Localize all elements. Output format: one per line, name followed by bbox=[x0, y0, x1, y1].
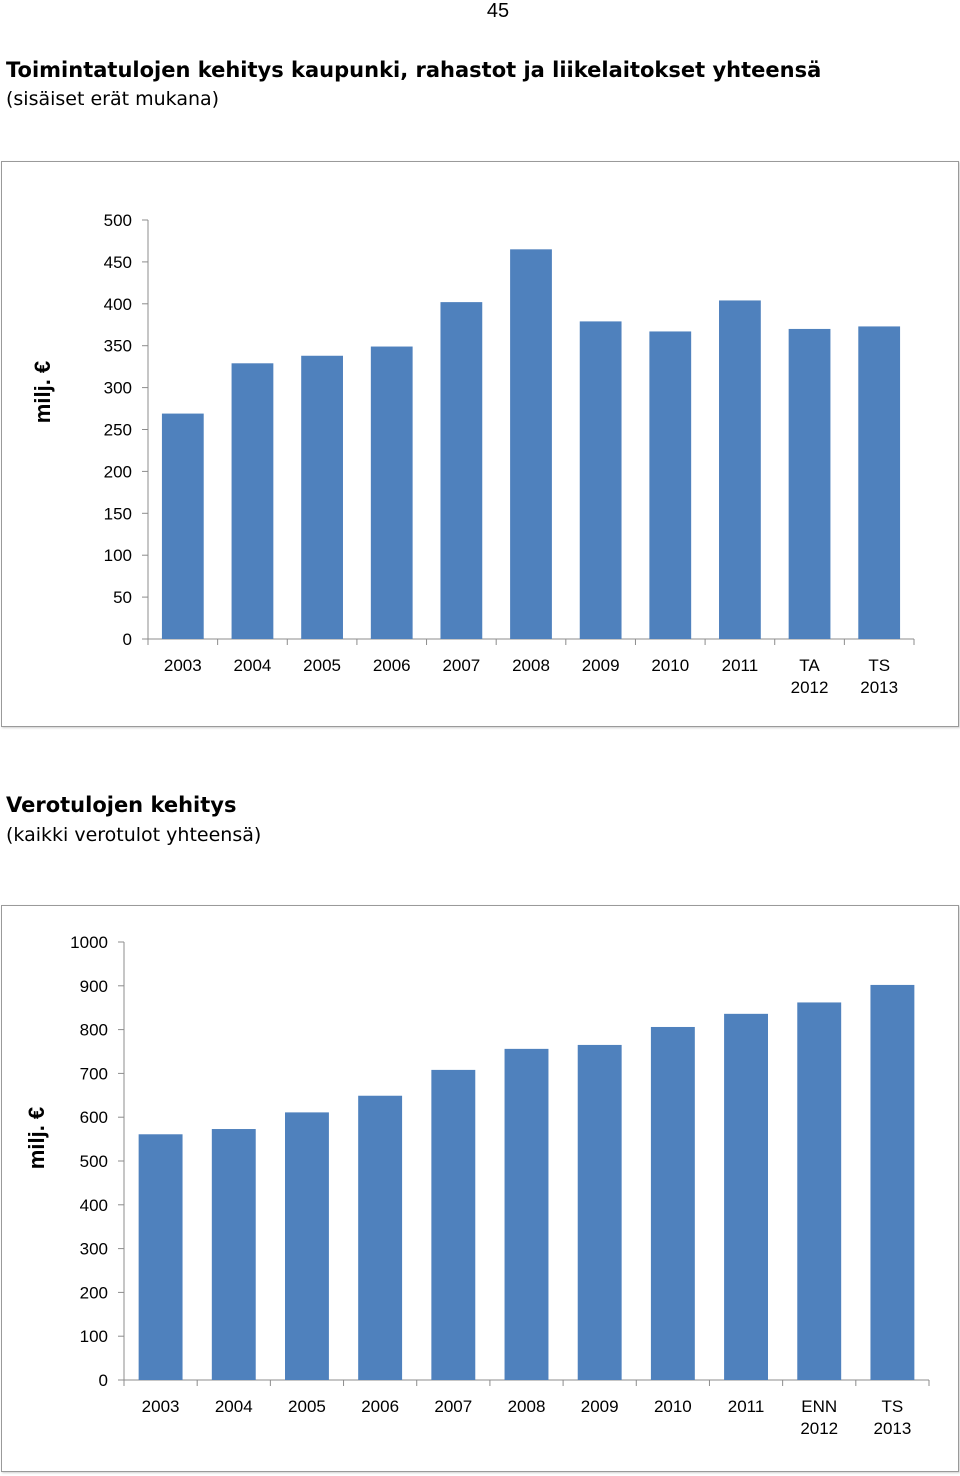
chart2-bar bbox=[431, 1069, 476, 1380]
chart1-bar bbox=[161, 413, 204, 639]
chart2-y-tick-label: 500 bbox=[80, 1152, 108, 1171]
chart1-y-tick-label: 250 bbox=[104, 421, 132, 440]
chart2-x-tick-label: 2011 bbox=[728, 1397, 765, 1416]
chart2-y-tick-label: 200 bbox=[80, 1283, 108, 1302]
chart2-x-tick-label: 2007 bbox=[434, 1397, 472, 1416]
chart2-frame: 0 100 200 300 400 500 600 700 800 900 1000 2003 2004… bbox=[1, 905, 959, 1472]
chart2-x-tick-label: TS bbox=[882, 1397, 904, 1416]
chart1-x-tick-label: 2007 bbox=[442, 656, 480, 675]
chart2-bar bbox=[285, 1112, 329, 1380]
chart1-x-tick-label: 2013 bbox=[860, 678, 898, 697]
chart2-bar bbox=[138, 1134, 183, 1380]
chart1-x-tick-label: 2008 bbox=[512, 656, 550, 675]
chart2-heading: Verotulojen kehitys bbox=[6, 793, 237, 817]
chart2-y-tick-label: 900 bbox=[80, 977, 108, 996]
page-number: 45 bbox=[486, 0, 510, 22]
chart2-bar bbox=[504, 1048, 549, 1380]
chart1-y-tick-label: 150 bbox=[104, 504, 132, 523]
chart2-bar bbox=[577, 1044, 622, 1380]
chart1-y-tick-label: 50 bbox=[113, 588, 132, 607]
chart1-y-tick-label: 400 bbox=[104, 295, 132, 314]
chart2-y-tick-label: 100 bbox=[80, 1327, 108, 1346]
chart1-bar bbox=[370, 346, 413, 639]
chart1-x-tick-label: 2012 bbox=[791, 678, 829, 697]
chart2-x-tick-label: 2005 bbox=[288, 1397, 326, 1416]
chart1-bar bbox=[649, 331, 692, 639]
chart1-x-tick-label: 2011 bbox=[722, 656, 759, 675]
chart2-x-tick-label: 2003 bbox=[142, 1397, 180, 1416]
chart1-bar bbox=[858, 326, 901, 639]
chart1-bar bbox=[579, 321, 622, 639]
chart1-x-tick-label: 2010 bbox=[651, 656, 689, 675]
chart1-plot: 0 50 100 150 200 250 300 350 400 450 500 2003 2004 20… bbox=[30, 211, 915, 697]
chart2-bar bbox=[870, 984, 915, 1380]
chart2-x-tick-label: 2012 bbox=[800, 1419, 838, 1438]
chart1-bar bbox=[231, 363, 274, 639]
chart2-y-tick-label: 600 bbox=[80, 1108, 108, 1127]
chart1-subheading: (sisäiset erät mukana) bbox=[6, 88, 220, 110]
chart2-bar bbox=[797, 1002, 842, 1380]
chart2-x-tick-label: 2013 bbox=[873, 1419, 911, 1438]
chart1-bar bbox=[510, 249, 552, 639]
chart1-x-tick-label: TA bbox=[799, 656, 820, 675]
chart2-bar bbox=[358, 1095, 403, 1380]
chart1-heading: Toimintatulojen kehitys kaupunki, rahast… bbox=[6, 58, 822, 82]
chart1-bar bbox=[719, 300, 761, 639]
chart1-y-tick-label: 500 bbox=[104, 211, 132, 230]
chart1-y-tick-label: 450 bbox=[104, 253, 132, 272]
chart2-plot: 0 100 200 300 400 500 600 700 800 900 1000 2003 2004… bbox=[24, 933, 930, 1438]
chart1-y-tick-label: 0 bbox=[123, 630, 132, 649]
chart2-bar bbox=[650, 1026, 695, 1380]
chart2-y-tick-label: 700 bbox=[80, 1064, 108, 1083]
chart1-bar bbox=[788, 328, 831, 639]
chart1-y-tick-label: 300 bbox=[104, 379, 132, 398]
chart2-x-tick-label: 2006 bbox=[361, 1397, 399, 1416]
chart1-x-tick-label: 2004 bbox=[234, 656, 272, 675]
chart1-y-tick-label: 100 bbox=[104, 546, 132, 565]
chart2-y-tick-label: 800 bbox=[80, 1021, 108, 1040]
chart1-bar bbox=[301, 355, 343, 639]
chart1-x-tick-label: 2003 bbox=[164, 656, 202, 675]
chart1-y-tick-label: 350 bbox=[104, 337, 132, 356]
chart2-x-tick-label: 2004 bbox=[215, 1397, 253, 1416]
chart2-y-axis-label: milj. € bbox=[24, 1107, 49, 1169]
chart1-x-tick-label: 2006 bbox=[373, 656, 411, 675]
chart1-frame: 0 50 100 150 200 250 300 350 400 450 500 2003 2004 20… bbox=[1, 161, 959, 727]
chart2-bar bbox=[724, 1013, 768, 1380]
chart2-y-tick-label: 1000 bbox=[70, 933, 108, 952]
chart1-x-tick-label: TS bbox=[868, 656, 890, 675]
chart2-y-tick-label: 300 bbox=[80, 1240, 108, 1259]
chart1-y-axis-label: milj. € bbox=[30, 361, 55, 423]
chart1-x-tick-label: 2009 bbox=[582, 656, 620, 675]
chart1-x-tick-label: 2005 bbox=[303, 656, 341, 675]
chart1-y-tick-label: 200 bbox=[104, 462, 132, 481]
chart2-x-tick-label: 2009 bbox=[581, 1397, 619, 1416]
chart2-x-tick-label: ENN bbox=[801, 1397, 837, 1416]
chart2-y-tick-label: 400 bbox=[80, 1196, 108, 1215]
chart1-bar bbox=[440, 302, 483, 639]
chart2-y-tick-label: 0 bbox=[99, 1371, 108, 1390]
chart2-bar bbox=[211, 1129, 256, 1380]
chart2-x-tick-label: 2008 bbox=[508, 1397, 546, 1416]
chart2-subheading: (kaikki verotulot yhteensä) bbox=[6, 824, 262, 846]
chart2-x-tick-label: 2010 bbox=[654, 1397, 692, 1416]
